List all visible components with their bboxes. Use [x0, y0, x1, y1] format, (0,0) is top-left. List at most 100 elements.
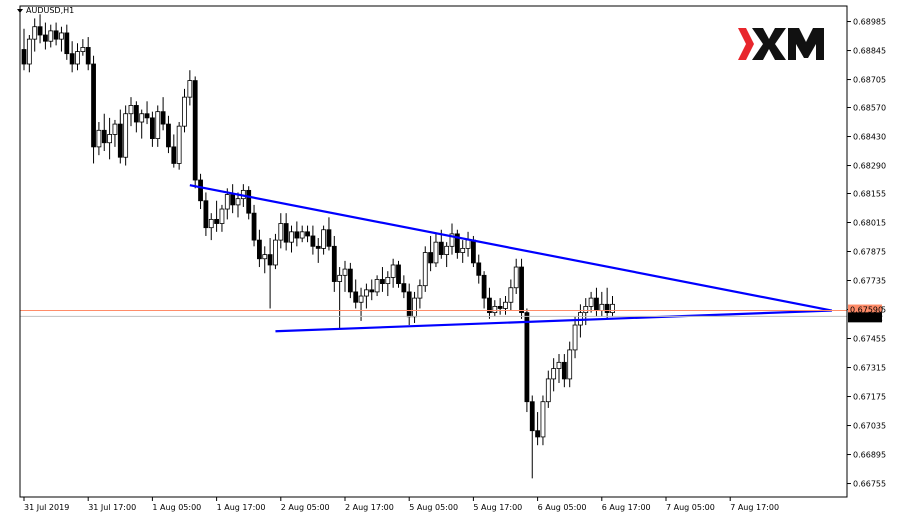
candle-body — [583, 306, 589, 314]
time-axis[interactable]: 31 Jul 2019 31 Jul 17:00 1 Aug 05:00 1 Aug … — [23, 497, 779, 512]
candle — [64, 24, 70, 60]
candle-body — [251, 212, 257, 241]
candle — [428, 235, 434, 272]
candle — [476, 254, 482, 284]
candle-body — [96, 129, 102, 148]
candle-body — [385, 276, 391, 285]
ask-price-tag — [848, 304, 882, 315]
candle — [75, 43, 80, 71]
y-tick-label: 0.67455 — [853, 335, 886, 344]
candle-body — [540, 401, 546, 438]
candle — [321, 225, 327, 255]
y-tick-label: 0.67035 — [853, 422, 886, 431]
y-tick-label: 0.68570 — [853, 104, 886, 113]
y-tick-label: 0.67875 — [853, 248, 886, 257]
candle — [208, 213, 214, 241]
candle-body — [315, 245, 321, 249]
candle-body — [235, 198, 241, 206]
candle-body — [128, 105, 134, 115]
candle — [69, 41, 75, 73]
candle — [305, 225, 310, 243]
candle — [524, 308, 530, 413]
candle — [374, 275, 380, 297]
candle-body — [144, 113, 150, 119]
candle-body — [283, 223, 289, 243]
candle — [91, 55, 96, 164]
candle — [369, 279, 375, 301]
candle-body — [48, 30, 54, 42]
candle — [299, 225, 305, 243]
candle-body — [337, 274, 343, 282]
candle-body — [192, 80, 198, 181]
candle — [380, 267, 385, 292]
candle — [519, 258, 524, 319]
candle-body — [524, 312, 530, 403]
y-tick-label: 0.67315 — [853, 364, 886, 373]
candle-body — [428, 252, 434, 264]
candle-body — [358, 295, 364, 303]
candle-body — [380, 279, 385, 285]
candle-body — [294, 231, 300, 239]
candle — [160, 97, 166, 131]
candle — [401, 275, 407, 299]
candle-body — [187, 80, 193, 98]
candle-body — [551, 368, 557, 380]
candle-body — [610, 303, 615, 314]
candle — [262, 246, 268, 274]
candle — [492, 300, 498, 317]
xm-logo — [738, 24, 830, 64]
candle-body — [32, 26, 38, 40]
candle — [449, 223, 455, 255]
candle — [412, 291, 417, 323]
candle-body — [91, 63, 96, 148]
x-tick-label: 1 Aug 17:00 — [217, 503, 266, 512]
candle — [444, 242, 450, 268]
candle — [422, 246, 428, 292]
candle-body — [139, 113, 145, 123]
candle-body — [556, 361, 562, 369]
candle — [192, 76, 198, 189]
candle — [144, 101, 150, 125]
candle — [465, 231, 471, 257]
candle-body — [567, 349, 573, 380]
candle-body — [166, 123, 171, 148]
candle — [396, 260, 401, 288]
candle — [337, 267, 343, 330]
candle-body — [433, 241, 439, 264]
candle-body — [438, 241, 444, 256]
candle — [155, 105, 161, 147]
candle-body — [64, 32, 70, 55]
candle — [503, 296, 508, 315]
candle — [43, 22, 48, 50]
plot-frame — [19, 5, 848, 498]
trendline — [275, 309, 832, 333]
candle — [48, 24, 54, 48]
candle — [540, 395, 546, 446]
candle — [353, 279, 359, 309]
candle — [123, 105, 129, 166]
candle-body — [289, 231, 294, 243]
candle-body — [374, 279, 380, 293]
candle-body — [198, 179, 203, 202]
x-tick-label: 2 Aug 17:00 — [345, 503, 394, 512]
candle-body — [256, 239, 262, 260]
current-price-tag — [848, 312, 882, 323]
symbol-dropdown-icon[interactable] — [17, 9, 23, 13]
candle — [101, 113, 107, 152]
candle-body — [133, 105, 139, 123]
candle — [149, 111, 155, 147]
candle — [363, 283, 369, 309]
candle — [107, 117, 112, 160]
candle-body — [519, 266, 524, 314]
price-axis[interactable]: 0.68985 0.68845 0.68705 0.68570 0.68430 0.682… — [847, 18, 886, 489]
candle — [96, 122, 102, 156]
candle — [433, 233, 439, 268]
candle-body — [262, 254, 268, 260]
candle-body — [155, 111, 161, 139]
candle-body — [321, 229, 327, 249]
candle-body — [497, 306, 503, 309]
candle-body — [219, 208, 225, 224]
candle — [358, 287, 364, 321]
candle — [310, 225, 316, 255]
